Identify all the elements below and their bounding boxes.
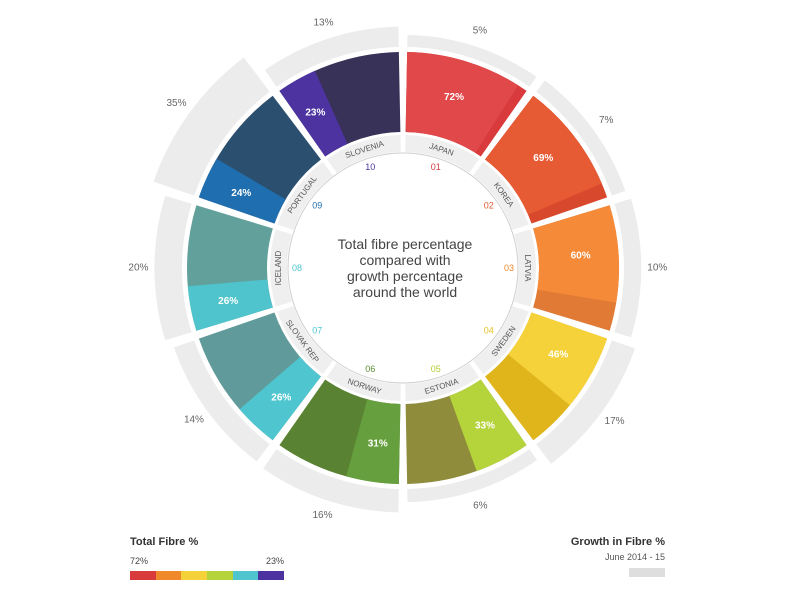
fibre-highlight-slovenia	[279, 70, 348, 157]
fibre-highlight-latvia	[533, 205, 619, 303]
fibre-value-iceland: 26%	[218, 296, 238, 307]
growth-band-portugal	[153, 57, 270, 196]
fibre-highlight-sweden	[508, 312, 608, 406]
fibre-highlight-estonia	[449, 379, 527, 472]
country-label-latvia: LATVIA	[523, 255, 532, 283]
growth-legend-period: June 2014 - 15	[604, 552, 665, 562]
label-ring-estonia	[405, 363, 480, 401]
growth-value-slovak-rep: 14%	[184, 414, 204, 425]
legend-swatch-5	[232, 571, 259, 580]
growth-value-iceland: 20%	[128, 263, 148, 274]
country-number-02: 02	[484, 201, 494, 211]
legend-swatch-1	[130, 571, 156, 580]
center-title-line-2: compared with	[359, 252, 450, 268]
country-number-05: 05	[431, 364, 441, 374]
country-label-iceland: ICELAND	[274, 250, 283, 285]
growth-value-latvia: 10%	[647, 263, 667, 274]
fibre-value-estonia: 33%	[475, 421, 495, 432]
legend-min-label: 23%	[265, 556, 284, 566]
growth-legend-title: Growth in Fibre %	[570, 536, 665, 548]
growth-legend-swatch	[629, 568, 665, 577]
growth-band-sweden	[536, 340, 635, 464]
growth-band-norway	[263, 449, 399, 513]
label-ring-japan	[405, 135, 480, 173]
label-ring-norway	[326, 363, 401, 401]
growth-legend: Growth in Fibre % June 2014 - 15	[545, 536, 665, 581]
growth-value-estonia: 6%	[473, 500, 488, 511]
country-number-01: 01	[431, 162, 441, 172]
legend-color-ramp	[130, 571, 285, 580]
label-ring-iceland	[269, 229, 293, 307]
fibre-value-sweden: 46%	[548, 350, 568, 361]
label-ring-slovenia	[326, 135, 401, 173]
fibre-value-japan: 72%	[444, 92, 464, 103]
total-fibre-legend: Total Fibre % 72% 23%	[130, 536, 290, 580]
growth-band-layer	[153, 26, 642, 513]
label-layer: JAPAN0172%5%KOREA0269%7%LATVIA0360%10%SW…	[128, 18, 667, 521]
fibre-value-norway: 31%	[368, 439, 388, 450]
country-number-04: 04	[484, 325, 494, 335]
fibre-bar-layer	[187, 52, 619, 484]
country-number-06: 06	[365, 364, 375, 374]
fibre-value-portugal: 24%	[231, 188, 251, 199]
legend-max-label: 72%	[130, 556, 149, 566]
label-ring-sweden	[472, 305, 529, 375]
label-ring-latvia	[513, 229, 537, 307]
growth-value-norway: 16%	[313, 510, 333, 521]
fibre-highlight-japan	[405, 52, 519, 153]
fibre-highlight-norway	[346, 399, 401, 484]
growth-value-japan: 5%	[473, 26, 488, 37]
growth-value-sweden: 17%	[605, 416, 625, 427]
growth-band-slovenia	[264, 26, 399, 87]
fibre-value-latvia: 60%	[571, 251, 591, 262]
fibre-highlight-portugal	[198, 158, 286, 224]
label-ring-portugal	[277, 161, 334, 231]
legend-swatch-6	[258, 571, 285, 580]
country-number-08: 08	[292, 263, 302, 273]
growth-band-slovak-rep	[173, 340, 270, 462]
fibre-value-korea: 69%	[533, 153, 553, 164]
fibre-highlight-korea	[485, 95, 602, 215]
growth-band-iceland	[154, 195, 192, 341]
center-title-line-1: Total fibre percentage	[338, 236, 473, 252]
country-number-10: 10	[365, 162, 375, 172]
country-number-07: 07	[312, 325, 322, 335]
growth-band-estonia	[407, 449, 537, 503]
center-title-line-3: growth percentage	[347, 268, 463, 284]
center-title: Total fibre percentage compared with gro…	[338, 236, 473, 300]
growth-value-korea: 7%	[599, 115, 614, 126]
growth-band-latvia	[614, 198, 642, 338]
fibre-value-slovak-rep: 26%	[271, 392, 291, 403]
legend-swatch-4	[207, 571, 233, 580]
total-fibre-legend-title: Total Fibre %	[130, 536, 199, 548]
growth-value-slovenia: 13%	[313, 18, 333, 29]
inner-ring	[287, 152, 519, 384]
center-title-line-4: around the world	[353, 284, 457, 300]
country-number-09: 09	[312, 201, 322, 211]
label-ring-slovak-rep	[277, 305, 334, 375]
legend-swatch-3	[181, 571, 208, 580]
growth-band-korea	[536, 80, 626, 196]
total-fibre-legend-scale: 72% 23%	[130, 556, 290, 570]
growth-band-japan	[407, 34, 537, 87]
fibre-highlight-slovak-rep	[239, 356, 321, 441]
legend-swatch-2	[155, 571, 182, 580]
growth-value-portugal: 35%	[166, 98, 186, 109]
fibre-value-slovenia: 23%	[305, 108, 325, 119]
fibre-highlight-iceland	[187, 279, 273, 331]
label-ring-korea	[472, 161, 529, 231]
country-number-03: 03	[504, 263, 514, 273]
